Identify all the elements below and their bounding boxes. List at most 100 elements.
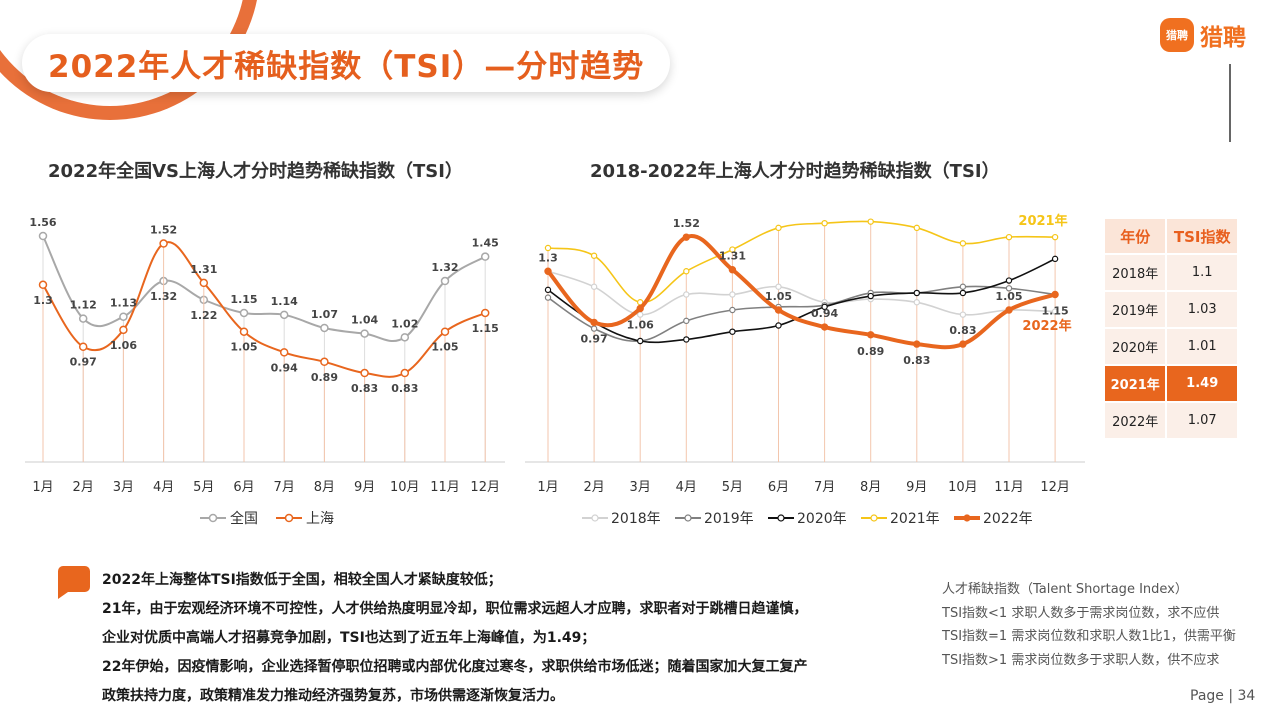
chart2-point xyxy=(913,224,921,232)
chart2-data-label: 0.83 xyxy=(949,324,976,337)
table-cell-year: 2022年 xyxy=(1105,403,1166,438)
chart1-data-label: 0.83 xyxy=(351,382,378,395)
tsi-year-table: 年份 TSI指数 2018年 1.1 2019年 1.03 2020年 1.01… xyxy=(1103,217,1239,440)
chart2-data-label: 0.89 xyxy=(857,345,884,358)
chart2-point xyxy=(774,306,783,314)
chart2-data-label: 1.15 xyxy=(1042,305,1069,318)
chart1-data-label: 0.89 xyxy=(311,371,338,384)
chart2-point xyxy=(682,233,690,241)
legend-swatch-marker xyxy=(777,514,785,522)
legend-swatch-marker xyxy=(870,514,878,522)
chart1-data-label: 1.15 xyxy=(472,322,499,335)
legend-swatch-marker xyxy=(591,514,599,522)
chart2-data-label: 1.05 xyxy=(765,290,792,303)
chart1-x-tick-label: 8月 xyxy=(314,480,335,495)
table-row: 2020年 1.01 xyxy=(1105,329,1237,364)
page-title-banner: 2022年人才稀缺指数（TSI）—分时趋势 xyxy=(22,34,670,92)
chart1-data-label: 1.45 xyxy=(472,237,499,250)
legend-label: 2022年 xyxy=(983,511,1033,527)
chart2-x-tick-label: 3月 xyxy=(630,480,651,495)
logo-badge-icon: 猎聘 xyxy=(1160,18,1194,52)
chart1-series-line-national xyxy=(42,235,486,343)
chart2-point xyxy=(913,340,921,348)
chart2-data-label: 1.06 xyxy=(627,318,654,331)
chart1-point xyxy=(440,276,450,286)
chart1-plot: 1月 2月 3月 4月 5月 6月 7月 8月 9月 10月 11月 12月 1.56 1.12 1.13 1… xyxy=(25,216,505,527)
page-title: 2022年人才稀缺指数（TSI）—分时趋势 xyxy=(48,48,645,85)
chart1-title: 2022年全国VS上海人才分时趋势稀缺指数（TSI） xyxy=(48,161,463,182)
chart1-x-tick-label: 1月 xyxy=(32,480,53,495)
chart1-data-label: 0.97 xyxy=(70,356,97,369)
chart2-x-tick-label: 5月 xyxy=(722,480,743,495)
table-cell-year: 2018年 xyxy=(1105,255,1166,290)
table-cell-tsi: 1.1 xyxy=(1167,255,1237,290)
chart2-x-tick-label: 6月 xyxy=(768,480,789,495)
chart2-point xyxy=(544,286,552,294)
table-row: 2018年 1.1 xyxy=(1105,255,1237,290)
chart2-data-label: 1.31 xyxy=(719,250,746,263)
table-cell-tsi: 1.49 xyxy=(1167,366,1237,401)
chart1-data-label: 1.52 xyxy=(150,224,177,237)
chart2-title: 2018-2022年上海人才分时趋势稀缺指数（TSI） xyxy=(590,161,1000,182)
chart1-data-label: 1.13 xyxy=(110,297,137,310)
chart2-point xyxy=(1051,290,1059,299)
chart1-x-tick-label: 9月 xyxy=(354,480,375,495)
legend-swatch-marker xyxy=(684,514,692,522)
chart2-point xyxy=(637,337,644,345)
chart2-point xyxy=(959,240,967,247)
chart2-x-tick-label: 2月 xyxy=(583,480,604,495)
table-header-year: 年份 xyxy=(1105,219,1166,253)
table-cell-tsi: 1.03 xyxy=(1167,292,1237,327)
chart1-x-tick-label: 5月 xyxy=(193,480,214,495)
chart2-point xyxy=(544,294,552,301)
definition-line: TSI指数<1 求职人数多于需求岗位数，求不应供 xyxy=(942,605,1220,621)
chart2-point xyxy=(1005,277,1013,284)
chart2-series-line-2020年 xyxy=(547,258,1056,344)
note-line: 2022年上海整体TSI指数低于全国，相较全国人才紧缺度较低； xyxy=(102,572,502,588)
table-header-row: 年份 TSI指数 xyxy=(1105,219,1237,253)
chart2-point xyxy=(729,246,736,253)
chart1-point xyxy=(119,312,128,321)
chart2-point xyxy=(1051,308,1059,315)
chart2-point xyxy=(867,331,875,339)
chart2-point xyxy=(1005,306,1013,314)
chart2-point xyxy=(1005,285,1013,292)
chart1-data-label: 1.32 xyxy=(431,261,458,274)
chart2-point xyxy=(913,299,921,306)
legend-label: 上海 xyxy=(306,511,334,527)
chart1-point xyxy=(360,329,369,338)
chart1-x-tick-label: 4月 xyxy=(153,480,174,495)
header-divider xyxy=(1229,64,1231,142)
table-cell-year: 2021年 xyxy=(1105,366,1166,401)
chart1-point xyxy=(38,231,48,241)
legend-label: 2020年 xyxy=(797,511,847,527)
chart2-point xyxy=(820,323,829,331)
chart1-data-label: 1.14 xyxy=(271,295,298,308)
chart2-x-tick-label: 7月 xyxy=(814,480,835,495)
chart1-x-tick-label: 11月 xyxy=(430,480,460,495)
chart2-data-label: 0.94 xyxy=(811,307,838,320)
chart2-point xyxy=(959,289,967,297)
chart1-data-label: 1.56 xyxy=(29,216,56,229)
chart1-data-label: 1.05 xyxy=(431,341,458,354)
chart1-x-tick-label: 2月 xyxy=(73,480,94,495)
chart1-point xyxy=(400,368,410,378)
chart2-point xyxy=(590,325,598,332)
chart1-point xyxy=(320,357,329,367)
chart1-data-label: 1.05 xyxy=(230,341,257,354)
chart1-point xyxy=(199,278,209,288)
chart1-point xyxy=(159,239,168,248)
chart2-point xyxy=(867,292,874,300)
chart2-series-line-2018年 xyxy=(547,270,1056,316)
chart1-point xyxy=(78,342,88,351)
chart2-point xyxy=(1005,233,1013,241)
chart2-data-label: 1.3 xyxy=(538,251,558,264)
table-row: 2022年 1.07 xyxy=(1105,403,1237,438)
chart1-x-tick-label: 12月 xyxy=(470,480,500,495)
chart1-data-label: 1.31 xyxy=(190,263,217,276)
chart1-data-label: 1.02 xyxy=(391,317,418,330)
chart2-x-tick-label: 4月 xyxy=(676,480,697,495)
chart1-x-tick-label: 7月 xyxy=(274,480,295,495)
speech-bubble-icon xyxy=(58,566,90,599)
chart2-data-label: 0.83 xyxy=(903,354,930,367)
